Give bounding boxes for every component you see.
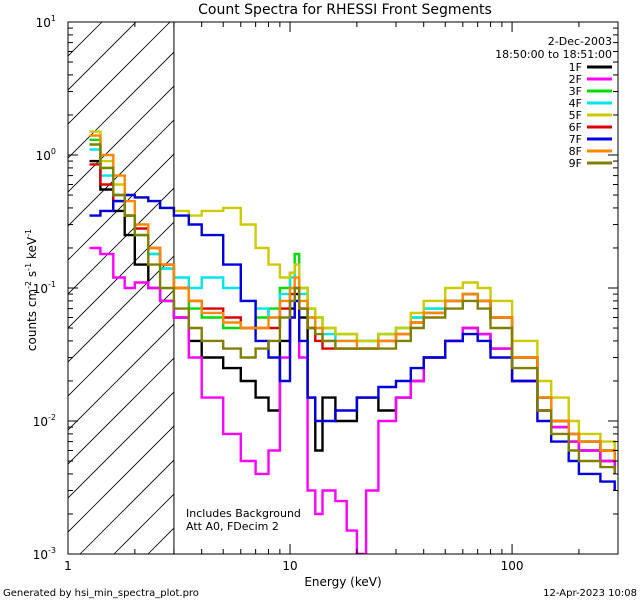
hatch-line [68, 255, 174, 363]
hatch-line [79, 459, 174, 554]
y-tick-label: 100 [36, 147, 56, 163]
x-axis-label: Energy (keV) [304, 575, 381, 589]
y-label-base: counts cm [25, 289, 39, 351]
legend-label-7F: 7F [569, 133, 582, 146]
x-axis-ticks: 1 10 100 [64, 22, 619, 573]
x-tick-label: 100 [501, 559, 524, 573]
legend-label-4F: 4F [569, 97, 582, 110]
x-tick-label: 1 [64, 559, 72, 573]
legend-label-1F: 1F [569, 61, 582, 74]
legend-label-6F: 6F [569, 121, 582, 134]
series-line-2F [89, 246, 616, 554]
hatch-line [68, 85, 174, 193]
note-attenuator: Att A0, FDecim 2 [186, 520, 279, 533]
chart-title: Count Spectra for RHESSI Front Segments [198, 2, 492, 18]
legend-label-5F: 5F [569, 109, 582, 122]
y-label-mid: s [25, 271, 39, 281]
y-tick-label: 10-1 [33, 280, 56, 296]
y-label-tail: keV [25, 236, 39, 263]
x-tick-label: 10 [282, 559, 297, 573]
note-background: Includes Background [186, 507, 301, 520]
hatch-line [68, 391, 174, 499]
series-line-4F [89, 148, 616, 461]
hatch-line [68, 221, 174, 329]
footer-timestamp: 12-Apr-2023 10:08 [543, 588, 637, 599]
y-tick-label: 101 [36, 14, 56, 30]
y-label-exp1: -2 [24, 281, 33, 289]
series-line-7F [89, 193, 616, 491]
hatch-line [68, 22, 171, 125]
footer-generated-by: Generated by hsi_min_spectra_plot.pro [3, 588, 199, 599]
series-line-5F [89, 130, 616, 451]
y-tick-label: 10-2 [33, 413, 56, 429]
hatch-line [147, 527, 174, 554]
hatch-line [68, 425, 174, 533]
legend-label-2F: 2F [569, 73, 582, 86]
series-layer [89, 130, 616, 554]
hatch-line [68, 289, 174, 397]
legend-label-3F: 3F [569, 85, 582, 98]
series-line-9F [89, 143, 616, 474]
hatch-line [68, 51, 174, 159]
y-tick-label: 10-3 [33, 546, 56, 562]
legend-label-9F: 9F [569, 157, 582, 170]
y-axis-ticks: 10-3 10-2 10-1 100 101 [33, 14, 618, 562]
y-axis-label: counts cm-2 s-1 keV-1 [24, 229, 39, 351]
hatched-low-energy-region [68, 22, 174, 554]
y-label-exp2: -1 [24, 263, 33, 271]
date-annotation: 2-Dec-2003 [548, 35, 612, 48]
y-label-exp3: -1 [24, 229, 33, 237]
legend-label-8F: 8F [569, 145, 582, 158]
time-range-annotation: 18:50:00 to 18:51:00 [495, 48, 612, 61]
series-line-8F [89, 134, 616, 461]
